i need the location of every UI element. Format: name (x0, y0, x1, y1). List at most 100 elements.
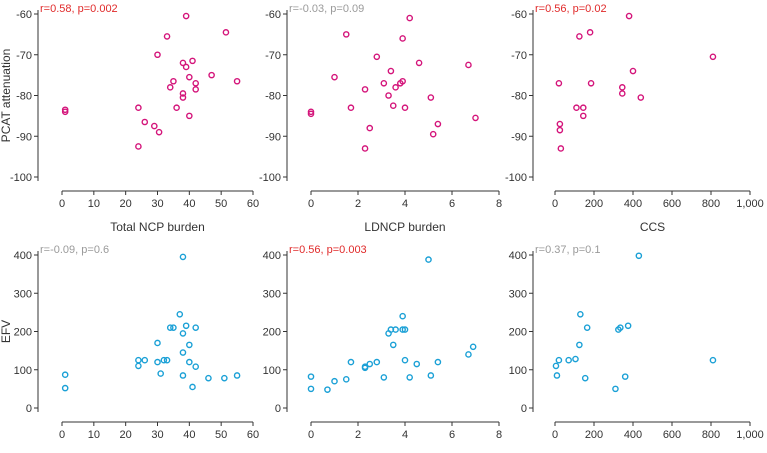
data-point (401, 326, 409, 333)
data-point (170, 324, 177, 331)
x-tick-label: 1,000 (736, 429, 764, 441)
y-tick-label: -60 (511, 9, 527, 21)
data-point (189, 383, 196, 391)
data-point (392, 326, 399, 333)
y-tick-label: 300 (509, 288, 527, 300)
correlation-annotation: r=0.58, p=0.002 (40, 3, 118, 15)
y-tick-label: -100 (10, 172, 32, 184)
data-point (155, 128, 163, 136)
data-point (617, 324, 624, 331)
data-point (154, 358, 161, 366)
y-tick-label: 400 (263, 250, 281, 262)
data-point (366, 124, 374, 132)
panel-pcat-vs-ccs: -100 -90 -80 -70 -60 0 200 400 600 800 1,000 CCS r=0… (505, 3, 764, 234)
data-point (555, 356, 563, 364)
data-point (399, 35, 406, 42)
data-point (135, 143, 142, 150)
data-point (361, 86, 369, 93)
x-tick-label: 0 (59, 198, 65, 210)
x-tick-label: 6 (449, 429, 455, 441)
data-point (166, 84, 174, 91)
data-point (392, 84, 399, 91)
data-point (347, 358, 355, 366)
y-tick-label: 400 (509, 250, 527, 262)
y-tick-label: -70 (511, 50, 527, 62)
data-point (576, 33, 583, 40)
x-axis-title: CCS (640, 451, 665, 453)
data-point (61, 384, 69, 392)
x-tick-label: 200 (585, 198, 603, 210)
y-tick-label: 0 (26, 403, 32, 415)
x-tick-label: 30 (151, 429, 163, 441)
x-tick-label: 600 (663, 198, 681, 210)
y-tick-label: 400 (14, 250, 32, 262)
correlation-annotation: r=-0.03, p=0.09 (289, 3, 364, 15)
y-tick-label: -100 (505, 172, 527, 184)
data-point (576, 341, 583, 349)
y-tick-label: -60 (16, 9, 32, 21)
correlation-annotation: r=0.56, p=0.02 (535, 3, 607, 15)
data-point (192, 363, 199, 370)
y-tick-label: 200 (14, 327, 32, 339)
data-point (186, 341, 193, 349)
y-tick-label: 200 (509, 327, 527, 339)
data-point (307, 108, 315, 116)
x-tick-label: 20 (120, 198, 132, 210)
data-point (406, 374, 414, 381)
data-point (179, 59, 187, 67)
data-point (399, 77, 406, 85)
x-axis-title: Total NCP burden (110, 451, 205, 453)
y-tick-label: 200 (263, 327, 281, 339)
panel-efv-vs-ldncp: 0 100 200 300 400 0 2 4 6 8 LDNCP burden r=0.56, p=… (263, 244, 502, 453)
data-point (618, 90, 626, 97)
x-tick-label: 2 (355, 429, 361, 441)
data-point (186, 112, 193, 120)
x-tick-label: 20 (120, 429, 132, 441)
x-tick-label: 1,000 (736, 198, 764, 210)
x-tick-label: 50 (215, 429, 227, 441)
x-tick-label: 50 (215, 198, 227, 210)
x-tick-label: 40 (183, 429, 195, 441)
x-tick-label: 4 (402, 429, 408, 441)
x-tick-label: 10 (88, 198, 100, 210)
data-point (166, 324, 174, 331)
data-point (555, 79, 563, 87)
x-tick-label: 600 (663, 429, 681, 441)
data-point (179, 349, 187, 356)
data-point (163, 33, 171, 40)
data-point (233, 372, 241, 379)
data-point (179, 372, 187, 379)
data-point (307, 385, 315, 393)
data-point (173, 104, 180, 112)
data-point (387, 67, 395, 75)
data-point (427, 372, 435, 379)
data-point (579, 104, 587, 112)
data-point (425, 256, 432, 263)
y-tick-label: 100 (509, 365, 527, 377)
panel-efv-vs-ccs: 0 100 200 300 400 0 200 400 600 800 1,000 CCS r=0.37… (509, 244, 764, 453)
data-point (307, 373, 315, 380)
x-tick-label: 8 (496, 198, 502, 210)
data-point (160, 356, 168, 364)
x-tick-label: 60 (247, 429, 259, 441)
panel-efv-vs-total-ncp: 0 100 200 300 400 0 10 20 30 40 50 60 Total NCP burd… (0, 244, 259, 453)
x-axis-title: LDNCP burden (364, 451, 445, 453)
data-point (552, 362, 560, 370)
x-tick-label: 2 (355, 198, 361, 210)
data-point (182, 12, 190, 20)
data-point (135, 362, 142, 370)
y-tick-label: -100 (259, 172, 281, 184)
panel-pcat-vs-total-ncp: -100 -90 -80 -70 -60 0 10 20 30 40 50 60 Total NCP b… (0, 3, 259, 234)
data-point (385, 92, 392, 99)
data-point (629, 67, 637, 75)
data-point (163, 356, 171, 364)
data-point (141, 118, 149, 126)
data-point (61, 108, 69, 116)
data-point (429, 130, 437, 138)
data-point (135, 356, 142, 364)
data-point (373, 53, 381, 61)
data-point (179, 90, 187, 97)
x-tick-label: 400 (624, 429, 642, 441)
data-point (583, 324, 591, 331)
data-point (469, 343, 477, 351)
